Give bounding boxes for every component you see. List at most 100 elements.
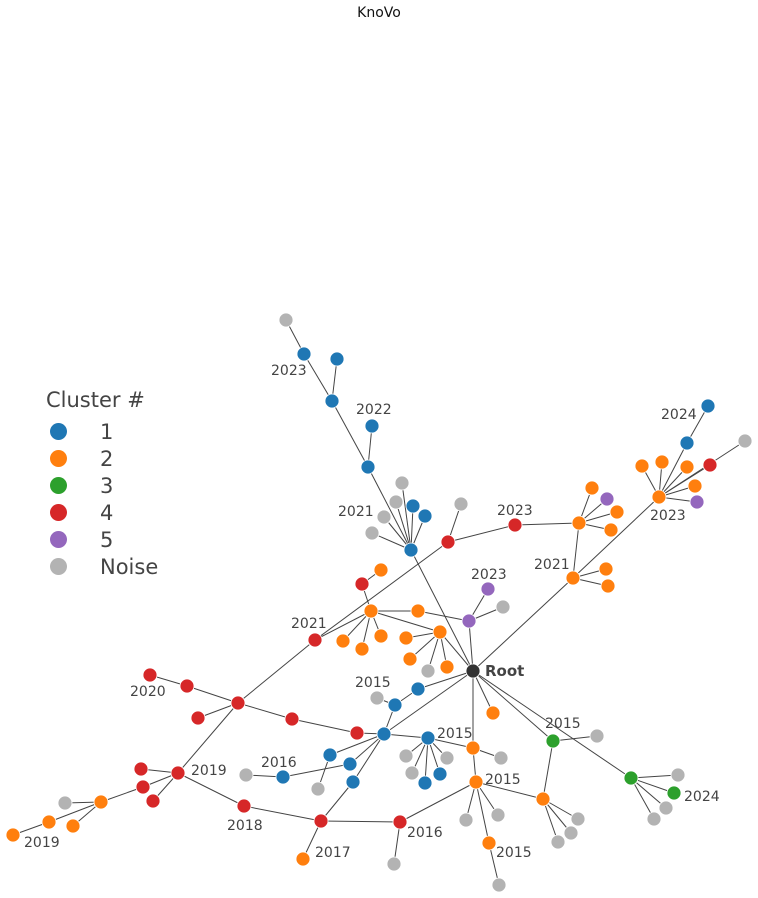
graph-node[interactable] [398, 748, 414, 764]
graph-node[interactable] [405, 498, 421, 514]
graph-node[interactable] [284, 711, 300, 727]
graph-node[interactable] [679, 459, 695, 475]
graph-node[interactable] [658, 800, 674, 816]
graph-node[interactable] [310, 781, 326, 797]
graph-node[interactable] [145, 793, 161, 809]
graph-node[interactable] [550, 834, 566, 850]
graph-node[interactable] [57, 795, 73, 811]
graph-node[interactable] [461, 613, 477, 629]
graph-node[interactable] [439, 659, 455, 675]
graph-node[interactable] [230, 695, 246, 711]
graph-node[interactable] [133, 761, 149, 777]
graph-node[interactable] [646, 811, 662, 827]
graph-node[interactable] [369, 690, 385, 706]
graph-node[interactable] [651, 489, 667, 505]
graph-node[interactable] [354, 641, 370, 657]
graph-node[interactable] [322, 747, 338, 763]
graph-node[interactable] [388, 494, 404, 510]
legend-item-3[interactable]: 3 [46, 472, 158, 499]
graph-node[interactable] [440, 534, 456, 550]
graph-node[interactable] [349, 725, 365, 741]
graph-node[interactable] [485, 705, 501, 721]
graph-node[interactable] [623, 770, 639, 786]
graph-node[interactable] [417, 775, 433, 791]
graph-node[interactable] [702, 457, 718, 473]
graph-node[interactable] [313, 813, 329, 829]
graph-node[interactable] [493, 750, 509, 766]
graph-node[interactable] [307, 632, 323, 648]
graph-node[interactable] [5, 827, 21, 843]
graph-node[interactable] [654, 454, 670, 470]
graph-node[interactable] [432, 766, 448, 782]
graph-node[interactable] [190, 710, 206, 726]
graph-node[interactable] [600, 578, 616, 594]
graph-node[interactable] [420, 730, 436, 746]
graph-node[interactable] [354, 576, 370, 592]
graph-node[interactable] [584, 480, 600, 496]
graph-node[interactable] [535, 791, 551, 807]
graph-node[interactable] [402, 651, 418, 667]
legend-item-2[interactable]: 2 [46, 445, 158, 472]
graph-node[interactable] [495, 599, 511, 615]
legend-item-4[interactable]: 4 [46, 499, 158, 526]
graph-node[interactable] [394, 475, 410, 491]
graph-node[interactable] [545, 733, 561, 749]
graph-node[interactable] [392, 814, 408, 830]
graph-node[interactable] [65, 818, 81, 834]
graph-node[interactable] [238, 767, 254, 783]
graph-node[interactable] [403, 542, 419, 558]
graph-node[interactable] [491, 877, 507, 893]
graph-node[interactable] [700, 398, 716, 414]
graph-node[interactable] [335, 633, 351, 649]
graph-node[interactable] [410, 681, 426, 697]
graph-node[interactable] [364, 418, 380, 434]
graph-node[interactable] [410, 603, 426, 619]
graph-node[interactable] [465, 740, 481, 756]
graph-node[interactable] [563, 825, 579, 841]
graph-node[interactable] [170, 765, 186, 781]
graph-node[interactable] [609, 504, 625, 520]
graph-node[interactable] [360, 459, 376, 475]
graph-node[interactable] [376, 509, 392, 525]
graph-node[interactable] [275, 769, 291, 785]
graph-node[interactable] [439, 750, 455, 766]
graph-node[interactable] [364, 525, 380, 541]
graph-node[interactable] [373, 562, 389, 578]
graph-node[interactable] [679, 435, 695, 451]
legend-item-5[interactable]: 5 [46, 526, 158, 553]
graph-node[interactable] [598, 561, 614, 577]
graph-node[interactable] [666, 785, 682, 801]
graph-node[interactable] [363, 603, 379, 619]
graph-node[interactable] [295, 851, 311, 867]
graph-node[interactable] [481, 835, 497, 851]
graph-node[interactable] [296, 346, 312, 362]
graph-node[interactable] [670, 767, 686, 783]
graph-node[interactable] [41, 814, 57, 830]
graph-node[interactable] [432, 624, 448, 640]
graph-node[interactable] [278, 312, 294, 328]
legend-item-noise[interactable]: Noise [46, 553, 158, 580]
graph-node[interactable] [490, 807, 506, 823]
graph-node[interactable] [404, 765, 420, 781]
graph-node[interactable] [634, 458, 650, 474]
graph-node[interactable] [179, 678, 195, 694]
graph-node[interactable] [570, 811, 586, 827]
graph-node[interactable] [565, 570, 581, 586]
graph-node[interactable] [387, 697, 403, 713]
root-node[interactable] [465, 663, 481, 679]
graph-node[interactable] [571, 515, 587, 531]
graph-node[interactable] [376, 726, 392, 742]
graph-node[interactable] [453, 496, 469, 512]
graph-node[interactable] [345, 774, 361, 790]
graph-node[interactable] [420, 663, 436, 679]
graph-node[interactable] [236, 798, 252, 814]
graph-node[interactable] [689, 494, 705, 510]
graph-node[interactable] [599, 491, 615, 507]
graph-node[interactable] [373, 628, 389, 644]
graph-node[interactable] [142, 667, 158, 683]
graph-node[interactable] [507, 517, 523, 533]
graph-node[interactable] [417, 508, 433, 524]
graph-node[interactable] [458, 812, 474, 828]
graph-node[interactable] [324, 393, 340, 409]
graph-node[interactable] [329, 351, 345, 367]
